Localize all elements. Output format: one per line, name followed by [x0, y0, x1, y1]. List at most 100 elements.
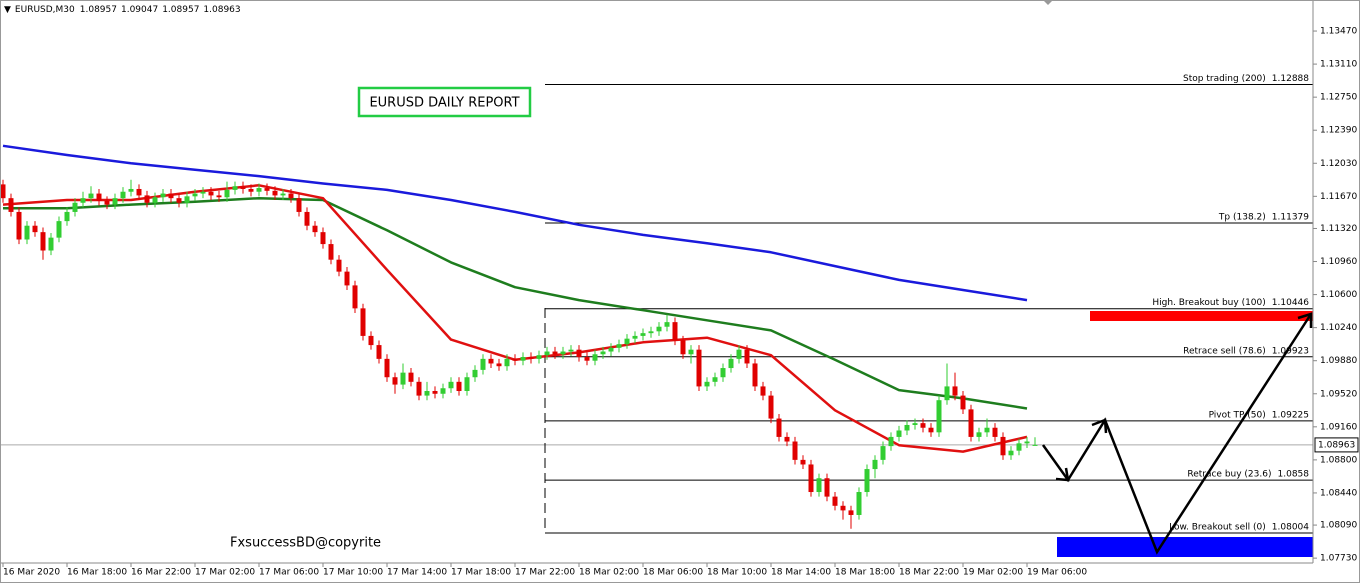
candle-body: [192, 193, 198, 197]
candle-body: [1008, 450, 1014, 456]
candle-body: [536, 355, 542, 359]
candle-body: [648, 331, 654, 334]
candle-body: [40, 232, 46, 251]
axes-layer: 1.13470 1.13110 1.12750 1.12390 1.12030 1.116…: [2, 27, 1359, 578]
candle-body: [496, 363, 502, 367]
candle-body: [920, 423, 926, 428]
x-tick-label: 16 Mar 18:00: [67, 568, 127, 578]
report-box: [357, 86, 532, 118]
x-tick-label: 18 Mar 22:00: [899, 568, 959, 578]
candle-body: [880, 446, 886, 460]
level-label: High. Breakout buy (100): [1152, 298, 1265, 308]
y-tick-label: 1.12390: [1320, 126, 1357, 136]
candle-body: [248, 188, 254, 192]
y-tick-label: 1.13470: [1320, 27, 1357, 37]
candle-body: [16, 211, 22, 240]
candle-body: [120, 191, 126, 199]
candle-body: [264, 188, 270, 191]
candle-body: [520, 357, 526, 361]
candle-body: [912, 423, 918, 425]
candle-body: [960, 395, 966, 410]
candle-body: [752, 363, 758, 387]
candle-body: [312, 225, 318, 233]
candle-body: [576, 349, 582, 358]
candle-body: [360, 308, 366, 336]
y-tick-label: 1.09160: [1320, 422, 1357, 432]
candle-body: [584, 357, 590, 361]
candle-body: [304, 211, 310, 226]
candle-body: [720, 368, 726, 378]
x-tick-label: 17 Mar 02:00: [195, 568, 255, 578]
candle-body: [944, 386, 950, 401]
candle-body: [320, 232, 326, 245]
candle-body: [184, 196, 190, 203]
y-tick-label: 1.07730: [1320, 554, 1357, 564]
candle-body: [896, 430, 902, 437]
y-tick-label: 1.13110: [1320, 60, 1357, 70]
candle-body: [872, 459, 878, 470]
level-label: Stop trading (200): [1183, 74, 1266, 84]
candle-body: [976, 432, 982, 437]
candle-body: [296, 198, 302, 212]
candle-body: [288, 193, 294, 199]
candle-body: [464, 377, 470, 392]
x-tick-label: 18 Mar 10:00: [707, 568, 767, 578]
candle-body: [1024, 441, 1030, 444]
x-tick-label: 18 Mar 06:00: [643, 568, 703, 578]
candle-body: [680, 340, 686, 355]
arrow-head: [1297, 312, 1313, 328]
level-value: 1.11379: [1272, 213, 1309, 223]
candle-body: [840, 505, 846, 511]
x-tick-label: 18 Mar 18:00: [835, 568, 895, 578]
candles-layer: [0, 179, 1038, 529]
candle-body: [728, 358, 734, 369]
sell-zone: [1090, 311, 1313, 321]
candle-body: [56, 221, 62, 238]
candle-body: [384, 358, 390, 378]
candle-body: [168, 193, 174, 199]
candle-body: [592, 354, 598, 361]
candle-body: [480, 358, 486, 370]
symbol: EURUSD,M30: [15, 5, 75, 15]
candle-body: [0, 184, 6, 199]
candle-body: [144, 195, 150, 203]
candle-body: [864, 469, 870, 493]
time-axis-bg: [0, 563, 1360, 583]
candle-body: [544, 351, 550, 356]
candle-body: [504, 358, 510, 367]
level-value: 1.12888: [1272, 74, 1309, 84]
levels-layer: 1.12888 Stop trading (200) 1.11379 Tp (138.…: [0, 74, 1313, 534]
candle-body: [256, 188, 262, 192]
y-tick-label: 1.08440: [1320, 488, 1357, 498]
level-value: 1.0858: [1278, 470, 1310, 480]
x-tick-label: 17 Mar 18:00: [451, 568, 511, 578]
candle-body: [656, 326, 662, 332]
candle-body: [936, 400, 942, 433]
y-tick-label: 1.11320: [1320, 224, 1357, 234]
candle-body: [456, 381, 462, 392]
arrow-head: [1055, 467, 1070, 482]
candle-body: [512, 358, 518, 361]
level-value: 1.10446: [1272, 298, 1309, 308]
candle-body: [88, 193, 94, 199]
candle-body: [64, 211, 70, 222]
y-tick-label: 1.08800: [1320, 455, 1357, 465]
candle-body: [736, 349, 742, 359]
candle-body: [392, 377, 398, 385]
candle-body: [24, 225, 30, 240]
candle-body: [416, 381, 422, 396]
candle-body: [200, 191, 206, 194]
candle-body: [328, 244, 334, 260]
candle-body: [888, 436, 894, 447]
candle-body: [376, 345, 382, 359]
candle-body: [136, 188, 142, 196]
candle-body: [792, 441, 798, 460]
candle-body: [664, 322, 670, 327]
candle-body: [176, 198, 182, 203]
level-value: 1.09225: [1272, 410, 1309, 420]
candle-body: [904, 424, 910, 431]
candle-body: [488, 358, 494, 364]
level-label: Tp (138.2): [1218, 213, 1266, 223]
x-tick-label: 17 Mar 22:00: [515, 568, 575, 578]
